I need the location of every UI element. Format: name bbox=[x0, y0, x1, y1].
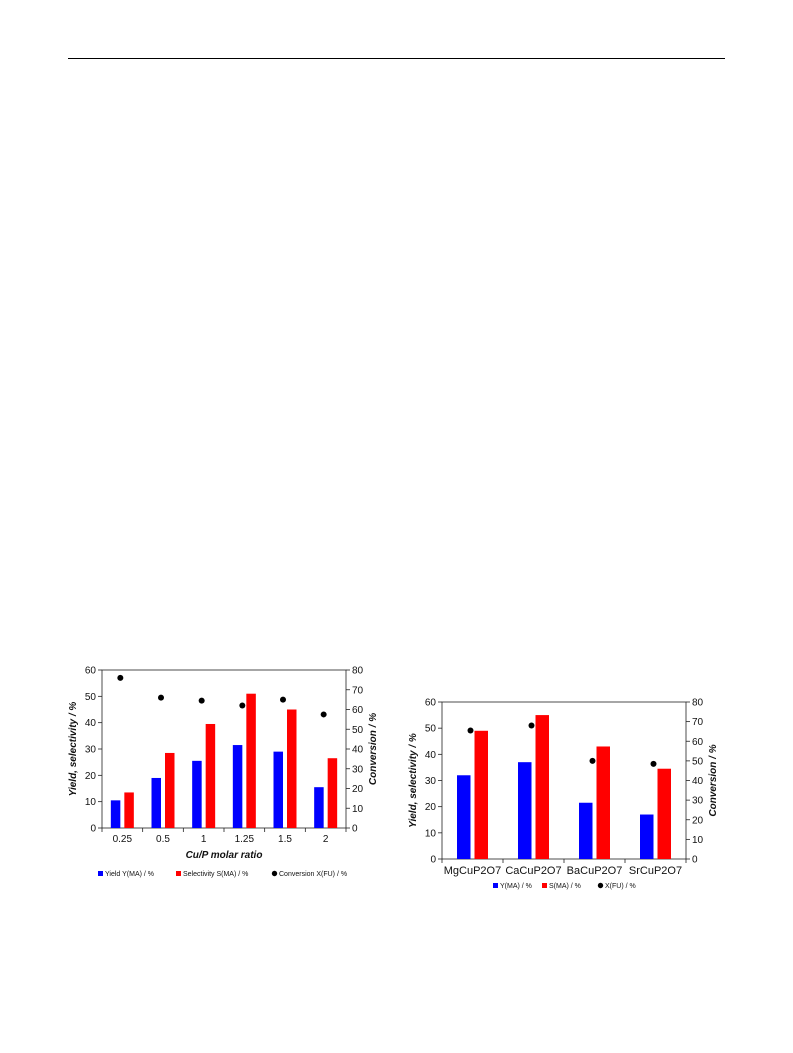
chart1-legend-swatch-0 bbox=[98, 871, 103, 876]
chart2-y2-tick-label: 60 bbox=[692, 737, 704, 748]
chart2-x-tick-label: CaCuP2O7 bbox=[505, 865, 561, 877]
chart2-y2-tick-label: 0 bbox=[692, 855, 698, 866]
chart2-y2-tick-label: 80 bbox=[692, 698, 704, 709]
chart1-y2-tick-label: 70 bbox=[352, 685, 364, 696]
chart1-y-tick-label: 60 bbox=[85, 666, 97, 677]
chart1-x-tick-label: 1.5 bbox=[278, 834, 292, 845]
chart2-legend-swatch-1 bbox=[542, 883, 547, 888]
chart2-conversion-point-2 bbox=[589, 757, 596, 764]
chart2-x-tick-label: MgCuP2O7 bbox=[444, 865, 501, 877]
chart1-conversion-point-5 bbox=[320, 711, 327, 718]
chart1-plot-frame bbox=[101, 669, 347, 829]
chart2-y2-axis-title: Conversion / % bbox=[708, 744, 719, 816]
chart1-y2-tick-label: 0 bbox=[352, 824, 358, 835]
chart1-y-tick-label: 30 bbox=[85, 745, 97, 756]
chart1-x-tick-label: 1.25 bbox=[235, 834, 255, 845]
chart1-bar-selectivity-1 bbox=[165, 752, 175, 828]
chart2-bar-yield-1 bbox=[518, 762, 532, 859]
chart1-legend-swatch-2 bbox=[271, 870, 278, 877]
chart1-y2-tick-label: 30 bbox=[352, 764, 364, 775]
chart1-x-tick-label: 0.5 bbox=[156, 834, 170, 845]
chart1-conversion-point-1 bbox=[158, 694, 164, 701]
chart2-y-tick-label: 40 bbox=[425, 750, 437, 761]
chart2-bar-yield-3 bbox=[640, 814, 654, 859]
chart2-legend-label-0: Y(MA) / % bbox=[500, 883, 532, 890]
chart2-conversion-point-3 bbox=[650, 760, 657, 767]
chart2-x-tick-label: SrCuP2O7 bbox=[629, 865, 682, 877]
chart1-legend-swatch-1 bbox=[176, 871, 181, 876]
header-rule bbox=[68, 58, 725, 59]
chart1-bar-selectivity-0 bbox=[124, 792, 134, 828]
chart1-y2-tick-label: 40 bbox=[352, 745, 364, 756]
chart1-y2-tick-label: 10 bbox=[352, 804, 364, 815]
chart2-y2-tick-label: 20 bbox=[692, 815, 704, 826]
chart2-bar-selectivity-1 bbox=[535, 715, 549, 859]
chart2-bar-selectivity-2 bbox=[596, 746, 610, 859]
chart1-y-tick-label: 20 bbox=[85, 771, 97, 782]
chart1-x-tick-label: 2 bbox=[323, 834, 329, 845]
chart2-y2-tick-label: 50 bbox=[692, 756, 704, 767]
chart1-x-tick-label: 1 bbox=[201, 834, 207, 845]
chart1-y-tick-label: 40 bbox=[85, 718, 97, 729]
chart1-legend-label-0: Yield Y(MA) / % bbox=[105, 871, 154, 878]
chart1-conversion-point-3 bbox=[239, 702, 246, 709]
chart1-x-axis-title: Cu/P molar ratio bbox=[186, 850, 263, 861]
chart1-bar-yield-2 bbox=[192, 760, 202, 828]
chart2-conversion-point-0 bbox=[467, 727, 474, 734]
chart1-conversion-point-4 bbox=[280, 696, 286, 703]
chart2-y-tick-label: 10 bbox=[425, 828, 437, 839]
chart2-bar-selectivity-0 bbox=[474, 730, 488, 859]
chart1-bar-selectivity-5 bbox=[327, 758, 338, 828]
chart2-y2-tick-label: 70 bbox=[692, 717, 704, 728]
chart1-legend-label-2: Conversion X(FU) / % bbox=[279, 871, 347, 878]
chart2-y-tick-label: 30 bbox=[425, 776, 437, 787]
chart1-legend-label-1: Selectivity S(MA) / % bbox=[183, 871, 248, 878]
chart1-y-tick-label: 0 bbox=[90, 824, 96, 835]
chart2-y2-tick-label: 10 bbox=[692, 835, 704, 846]
chart2-bar-selectivity-3 bbox=[657, 768, 671, 859]
chart1-x-tick-label: 0.25 bbox=[113, 834, 133, 845]
chart2-y2-tick-label: 30 bbox=[692, 796, 704, 807]
chart2-legend-swatch-2 bbox=[597, 882, 604, 889]
chart1-y2-tick-label: 80 bbox=[352, 666, 364, 677]
chart1-y-tick-label: 50 bbox=[85, 692, 97, 703]
chart1-bar-yield-5 bbox=[314, 787, 324, 828]
chart2-legend-label-1: S(MA) / % bbox=[549, 883, 581, 890]
chart2-y-tick-label: 50 bbox=[425, 724, 437, 735]
chart1-y-tick-label: 10 bbox=[85, 797, 97, 808]
chart1-bar-yield-3 bbox=[232, 745, 243, 828]
chart2-legend-swatch-0 bbox=[493, 883, 498, 888]
chart1-y-axis-title: Yield, selectivity / % bbox=[68, 702, 79, 797]
chart1-bar-selectivity-2 bbox=[205, 723, 216, 828]
chart2-y-tick-label: 60 bbox=[425, 698, 437, 709]
chart1-conversion-point-0 bbox=[117, 674, 124, 681]
chart2-y-axis-title: Yield, selectivity / % bbox=[408, 733, 419, 828]
chart1-bar-yield-1 bbox=[151, 777, 161, 828]
chart1-y2-tick-label: 50 bbox=[352, 725, 364, 736]
chart2-y2-tick-label: 40 bbox=[692, 776, 704, 787]
chart1-bar-yield-0 bbox=[110, 800, 121, 828]
chart2-conversion-point-1 bbox=[528, 722, 535, 729]
chart1-y2-axis-title: Conversion / % bbox=[368, 713, 379, 785]
chart1-bar-selectivity-3 bbox=[246, 693, 256, 828]
chart2-legend-label-2: X(FU) / % bbox=[605, 883, 636, 890]
chart2-y-tick-label: 20 bbox=[425, 802, 437, 813]
chart1-bar-selectivity-4 bbox=[287, 709, 297, 828]
chart2-bar-yield-2 bbox=[579, 802, 593, 859]
chart1-bar-yield-4 bbox=[273, 751, 283, 828]
chart1-y2-tick-label: 60 bbox=[352, 705, 364, 716]
chart2-y-tick-label: 0 bbox=[430, 855, 436, 866]
chart2-bar-yield-0 bbox=[457, 775, 471, 859]
chart1-y2-tick-label: 20 bbox=[352, 784, 364, 795]
chart2-x-tick-label: BaCuP2O7 bbox=[567, 865, 623, 877]
chart1-conversion-point-2 bbox=[198, 697, 205, 704]
